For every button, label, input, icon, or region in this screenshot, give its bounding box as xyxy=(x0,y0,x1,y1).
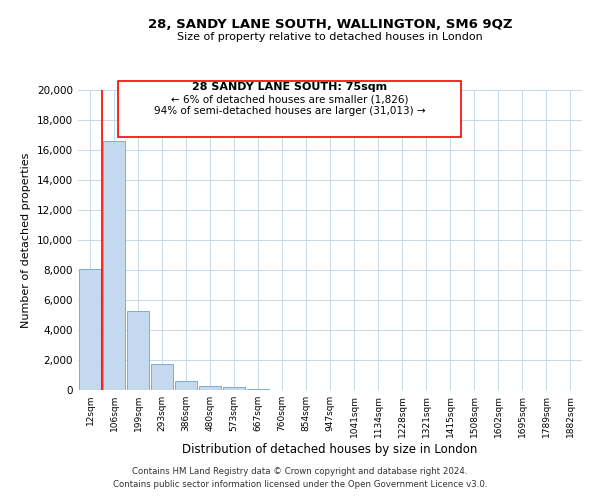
Bar xyxy=(199,386,221,390)
Text: Size of property relative to detached houses in London: Size of property relative to detached ho… xyxy=(177,32,483,42)
Text: Contains HM Land Registry data © Crown copyright and database right 2024.: Contains HM Land Registry data © Crown c… xyxy=(132,467,468,476)
Bar xyxy=(175,381,197,390)
Text: 28, SANDY LANE SOUTH, WALLINGTON, SM6 9QZ: 28, SANDY LANE SOUTH, WALLINGTON, SM6 9Q… xyxy=(148,18,512,30)
Bar xyxy=(151,364,173,390)
Bar xyxy=(223,387,245,390)
FancyBboxPatch shape xyxy=(118,81,461,136)
Bar xyxy=(127,310,149,390)
Text: ← 6% of detached houses are smaller (1,826): ← 6% of detached houses are smaller (1,8… xyxy=(171,94,409,104)
Bar xyxy=(103,141,125,390)
X-axis label: Distribution of detached houses by size in London: Distribution of detached houses by size … xyxy=(182,442,478,456)
Bar xyxy=(247,388,269,390)
Text: Contains public sector information licensed under the Open Government Licence v3: Contains public sector information licen… xyxy=(113,480,487,489)
Bar xyxy=(79,268,101,390)
Text: 28 SANDY LANE SOUTH: 75sqm: 28 SANDY LANE SOUTH: 75sqm xyxy=(192,82,387,92)
Y-axis label: Number of detached properties: Number of detached properties xyxy=(22,152,31,328)
Text: 94% of semi-detached houses are larger (31,013) →: 94% of semi-detached houses are larger (… xyxy=(154,106,425,117)
